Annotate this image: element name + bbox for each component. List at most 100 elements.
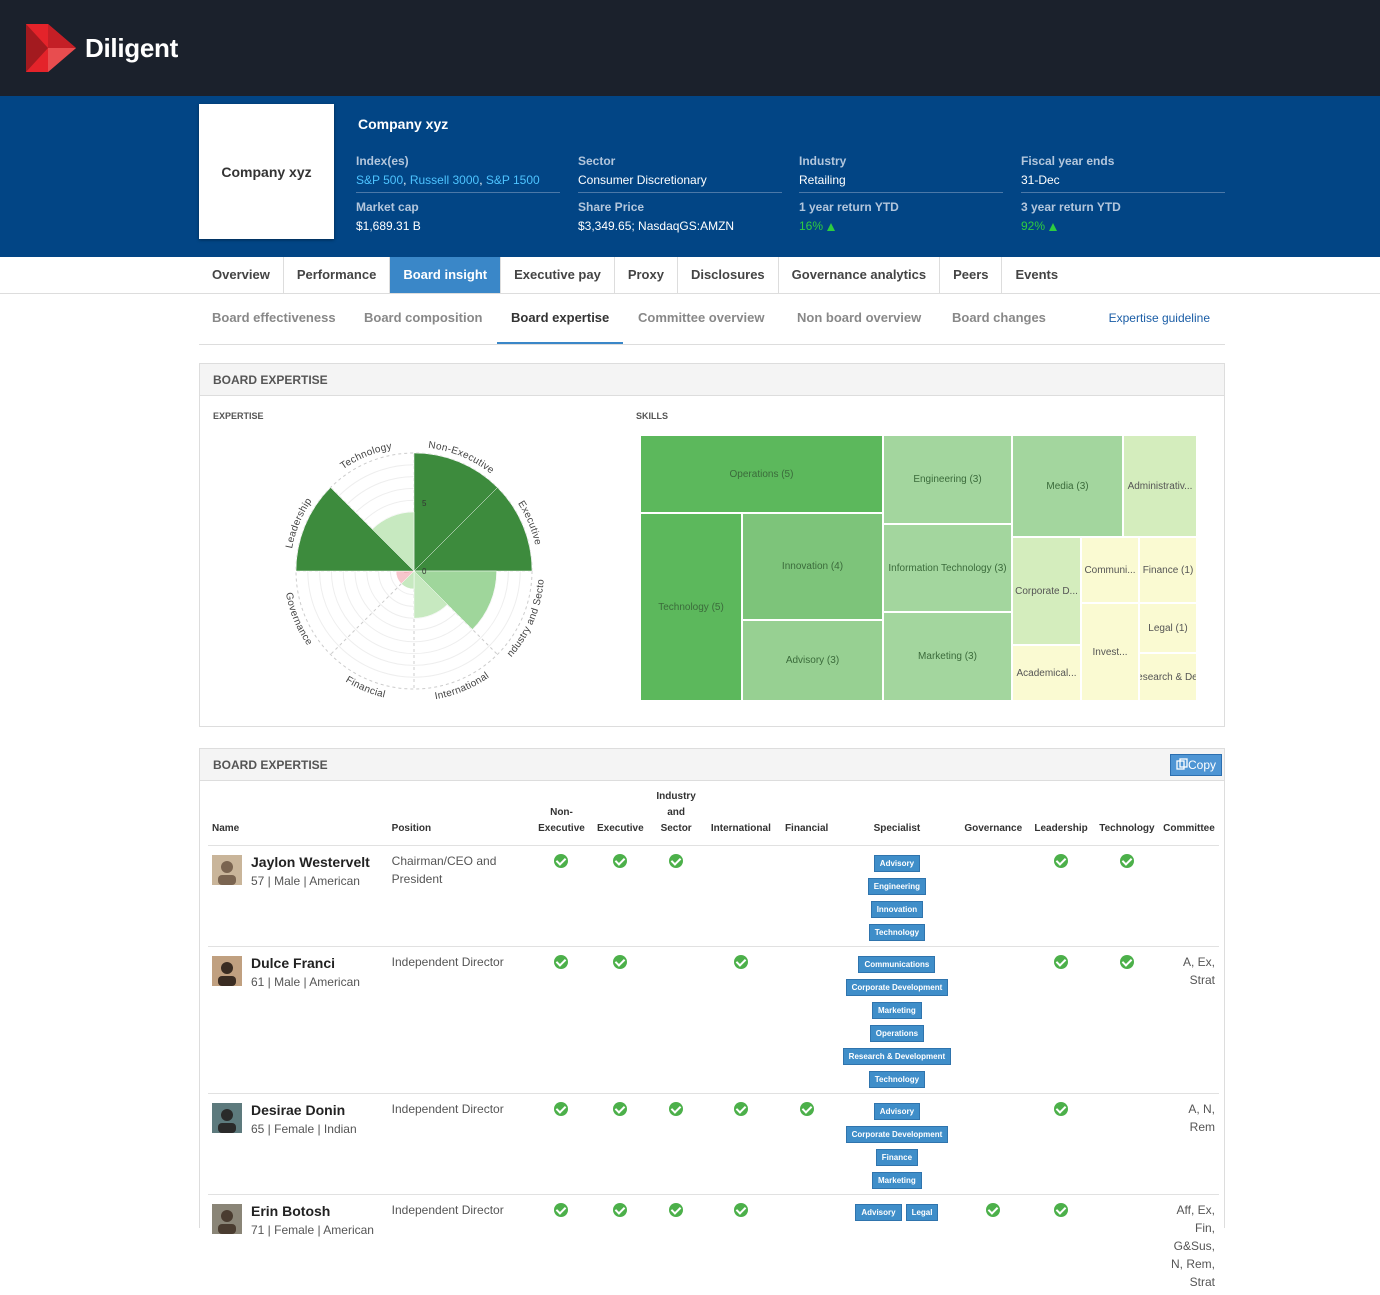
field-sector: Sector Consumer Discretionary — [578, 154, 782, 193]
treemap-cell[interactable]: Academical... — [1012, 645, 1081, 701]
specialist-badge: Corporate Development — [846, 1126, 949, 1143]
field-market-cap: Market cap $1,689.31 B — [356, 200, 560, 238]
treemap-cell[interactable]: Research & De... — [1139, 653, 1197, 701]
col-financial[interactable]: Financial — [779, 789, 835, 846]
tab-proxy[interactable]: Proxy — [615, 257, 678, 293]
treemap-cell[interactable]: Information Technology (3) — [883, 524, 1012, 612]
specialist-badge: Legal — [906, 1204, 939, 1221]
copy-button[interactable]: Copy — [1170, 754, 1222, 776]
treemap-cell-label: Research & De... — [1139, 672, 1197, 683]
indexes-value: S&P 500, Russell 3000, S&P 1500 — [356, 173, 560, 193]
director-meta: 57 | Male | American — [251, 874, 370, 888]
director-name[interactable]: Jaylon Westervelt — [251, 854, 370, 870]
check-circle-icon — [554, 955, 568, 969]
tab-peers[interactable]: Peers — [940, 257, 1002, 293]
treemap-cell-label: Engineering (3) — [913, 474, 981, 485]
treemap-cell[interactable]: Communi... — [1081, 537, 1139, 603]
panel-title: BOARD EXPERTISE — [200, 749, 1224, 781]
cell-position: Independent Director — [388, 1195, 532, 1295]
col-industry-sector[interactable]: Industry and Sector — [649, 789, 703, 846]
treemap-cell[interactable]: Engineering (3) — [883, 435, 1012, 524]
index-link-russell3000[interactable]: Russell 3000 — [410, 173, 479, 187]
col-leadership[interactable]: Leadership — [1027, 789, 1095, 846]
subtab-board-changes[interactable]: Board changes — [952, 294, 1046, 344]
subtab-board-composition[interactable]: Board composition — [364, 294, 482, 344]
tab-board-insight[interactable]: Board insight — [390, 257, 501, 293]
cell-committee: A, Ex, Strat — [1159, 947, 1219, 1094]
industry-value: Retailing — [799, 173, 1003, 193]
subtab-board-expertise[interactable]: Board expertise — [497, 294, 623, 344]
market-cap-value: $1,689.31 B — [356, 219, 560, 238]
col-non-executive[interactable]: Non-Executive — [532, 789, 592, 846]
treemap-cell[interactable]: Media (3) — [1012, 435, 1123, 537]
board-expertise-table: Name Position Non-Executive Executive In… — [208, 789, 1219, 1295]
treemap-cell[interactable]: Operations (5) — [640, 435, 883, 513]
col-executive[interactable]: Executive — [591, 789, 649, 846]
col-name[interactable]: Name — [208, 789, 388, 846]
cell-leadership — [1027, 1094, 1095, 1195]
cell-non-executive — [532, 1094, 592, 1195]
treemap-cell[interactable]: Innovation (4) — [742, 513, 883, 620]
tab-disclosures[interactable]: Disclosures — [678, 257, 779, 293]
brand-logo[interactable]: Diligent — [26, 24, 178, 72]
subtab-committee-overview[interactable]: Committee overview — [638, 294, 764, 344]
company-header: Company xyz Company xyz Index(es) S&P 50… — [0, 96, 1380, 257]
col-governance[interactable]: Governance — [959, 789, 1027, 846]
col-position[interactable]: Position — [388, 789, 532, 846]
treemap-cell[interactable]: Legal (1) — [1139, 603, 1197, 653]
subtab-board-effectiveness[interactable]: Board effectiveness — [212, 294, 336, 344]
tab-governance-analytics[interactable]: Governance analytics — [779, 257, 940, 293]
treemap-cell-label: Communi... — [1084, 565, 1135, 576]
treemap-cell[interactable]: Invest... — [1081, 603, 1139, 701]
treemap-cell[interactable]: Technology (5) — [640, 513, 742, 701]
treemap-cell-label: Invest... — [1092, 647, 1127, 658]
cell-position: Chairman/CEO and President — [388, 846, 532, 947]
cell-international — [703, 1195, 779, 1295]
cell-executive — [591, 947, 649, 1094]
expertise-guideline-link[interactable]: Expertise guideline — [1109, 294, 1210, 342]
treemap-cell-label: Advisory (3) — [786, 655, 839, 666]
tab-performance[interactable]: Performance — [284, 257, 390, 293]
index-link-sp1500[interactable]: S&P 1500 — [486, 173, 540, 187]
index-link-sp500[interactable]: S&P 500 — [356, 173, 403, 187]
treemap-cell[interactable]: Marketing (3) — [883, 612, 1012, 701]
subtab-non-board-overview[interactable]: Non board overview — [797, 294, 921, 344]
cell-name: Jaylon Westervelt 57 | Male | American — [208, 846, 388, 947]
director-name[interactable]: Dulce Franci — [251, 955, 360, 971]
specialist-badge: Engineering — [868, 878, 926, 895]
tab-events[interactable]: Events — [1002, 257, 1071, 293]
cell-financial — [779, 846, 835, 947]
copy-label: Copy — [1188, 758, 1216, 772]
treemap-cell-label: Finance (1) — [1143, 565, 1194, 576]
table-header-row: Name Position Non-Executive Executive In… — [208, 789, 1219, 846]
indexes-label: Index(es) — [356, 154, 560, 168]
director-name[interactable]: Erin Botosh — [251, 1203, 374, 1219]
director-name[interactable]: Desirae Donin — [251, 1102, 357, 1118]
col-committee[interactable]: Committee — [1159, 789, 1219, 846]
check-circle-icon — [1054, 955, 1068, 969]
col-international[interactable]: International — [703, 789, 779, 846]
treemap-cell-label: Technology (5) — [658, 602, 724, 613]
col-specialist[interactable]: Specialist — [835, 789, 960, 846]
tab-executive-pay[interactable]: Executive pay — [501, 257, 615, 293]
field-share-price: Share Price $3,349.65; NasdaqGS:AMZN — [578, 200, 782, 238]
treemap-cell[interactable]: Administrativ... — [1123, 435, 1197, 537]
cell-governance — [959, 947, 1027, 1094]
sub-tabs: Board effectiveness Board composition Bo… — [199, 294, 1225, 345]
cell-name: Erin Botosh 71 | Female | American — [208, 1195, 388, 1295]
tab-overview[interactable]: Overview — [199, 257, 284, 293]
treemap-cell[interactable]: Corporate D... — [1012, 537, 1081, 645]
table-row: Dulce Franci 61 | Male | American Indepe… — [208, 947, 1219, 1094]
category-label: Governance — [283, 591, 315, 647]
specialist-badge: Operations — [870, 1025, 924, 1042]
treemap-cell-label: Media (3) — [1046, 481, 1088, 492]
treemap-cell-label: Information Technology (3) — [888, 563, 1006, 574]
check-circle-icon — [669, 1203, 683, 1217]
cell-executive — [591, 846, 649, 947]
treemap-cell[interactable]: Advisory (3) — [742, 620, 883, 701]
treemap-cell[interactable]: Finance (1) — [1139, 537, 1197, 603]
col-technology[interactable]: Technology — [1095, 789, 1159, 846]
check-circle-icon — [613, 1102, 627, 1116]
specialist-badge: Communications — [858, 956, 935, 973]
